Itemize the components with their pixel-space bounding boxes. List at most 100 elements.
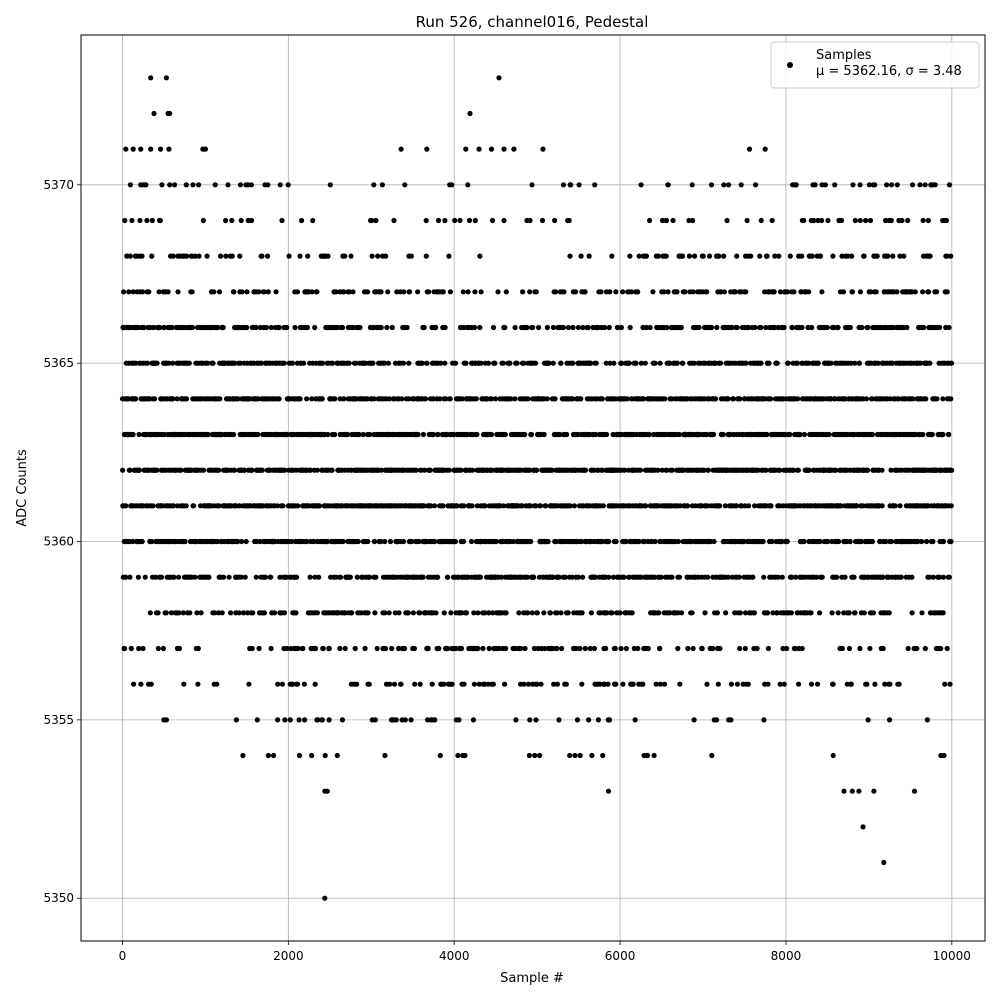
data-point xyxy=(779,538,785,545)
data-point xyxy=(689,182,695,188)
data-point xyxy=(716,253,722,259)
data-point xyxy=(422,396,429,402)
data-point xyxy=(522,645,528,652)
data-point xyxy=(897,253,903,259)
data-point xyxy=(282,467,288,473)
data-point xyxy=(609,610,615,616)
data-point xyxy=(704,289,710,295)
data-point xyxy=(314,289,320,295)
data-point xyxy=(699,645,705,652)
data-point xyxy=(477,253,483,259)
data-point xyxy=(473,396,479,402)
data-point xyxy=(216,503,222,509)
data-point xyxy=(635,289,641,295)
data-point xyxy=(387,681,393,687)
data-point xyxy=(763,467,769,473)
data-point xyxy=(753,182,759,188)
data-point xyxy=(275,717,281,723)
data-point xyxy=(229,217,235,224)
data-point xyxy=(214,681,220,687)
data-point xyxy=(718,360,724,366)
data-point xyxy=(664,467,670,473)
data-point xyxy=(626,360,632,366)
data-point xyxy=(940,574,947,580)
data-point xyxy=(644,752,651,759)
data-point xyxy=(874,253,880,259)
data-point xyxy=(305,253,311,259)
data-point xyxy=(127,182,133,188)
data-point xyxy=(710,431,717,438)
data-point xyxy=(693,503,699,509)
data-point xyxy=(285,182,291,188)
data-point xyxy=(839,645,846,652)
data-point xyxy=(859,324,865,331)
data-point xyxy=(543,503,549,509)
data-point xyxy=(427,467,433,473)
data-point xyxy=(240,752,246,759)
data-point xyxy=(302,717,308,723)
data-point xyxy=(799,645,805,652)
data-point xyxy=(554,681,561,687)
data-point xyxy=(575,574,581,580)
data-point xyxy=(705,467,711,473)
data-point xyxy=(785,360,791,366)
data-point xyxy=(883,538,889,545)
data-point xyxy=(295,645,301,652)
data-point xyxy=(477,324,483,331)
data-point xyxy=(856,360,863,366)
data-point xyxy=(123,503,129,509)
data-point xyxy=(600,752,606,759)
data-point xyxy=(452,538,458,545)
data-point xyxy=(159,182,165,188)
data-point xyxy=(367,431,373,438)
data-point xyxy=(281,360,287,366)
data-point xyxy=(378,467,384,473)
data-point xyxy=(322,752,328,759)
data-point xyxy=(362,645,368,652)
data-point xyxy=(793,574,799,580)
data-point xyxy=(402,645,408,652)
data-point xyxy=(779,574,785,580)
data-point xyxy=(314,467,320,473)
data-point xyxy=(760,538,766,545)
data-point xyxy=(940,396,946,402)
data-point xyxy=(869,396,875,402)
data-point xyxy=(799,253,805,259)
data-point xyxy=(860,396,866,402)
data-point xyxy=(930,574,936,580)
data-point xyxy=(486,610,492,616)
data-point xyxy=(635,645,641,652)
data-point xyxy=(220,574,227,580)
data-point xyxy=(443,396,449,402)
data-point xyxy=(389,645,395,652)
data-point xyxy=(872,681,878,687)
data-point xyxy=(909,610,915,616)
data-point xyxy=(437,752,443,759)
data-point xyxy=(315,717,321,723)
data-point xyxy=(768,503,774,509)
data-point xyxy=(445,645,451,652)
data-point xyxy=(829,610,835,616)
data-point xyxy=(469,503,475,509)
data-point xyxy=(493,538,499,545)
data-point xyxy=(309,752,315,759)
data-point xyxy=(274,503,280,509)
data-point xyxy=(571,503,578,509)
data-point xyxy=(944,253,950,259)
data-point xyxy=(801,217,807,224)
data-point xyxy=(248,217,255,224)
data-point xyxy=(478,360,484,366)
data-point xyxy=(738,182,744,188)
data-point xyxy=(613,538,619,545)
data-point xyxy=(560,324,567,331)
data-point xyxy=(461,503,467,509)
data-point xyxy=(726,182,732,188)
data-point xyxy=(437,396,443,402)
data-point xyxy=(686,217,692,224)
data-point xyxy=(715,681,721,687)
data-point xyxy=(448,610,454,616)
data-point xyxy=(577,645,583,652)
data-point xyxy=(588,360,594,366)
data-point xyxy=(482,503,488,509)
data-point xyxy=(748,253,754,259)
